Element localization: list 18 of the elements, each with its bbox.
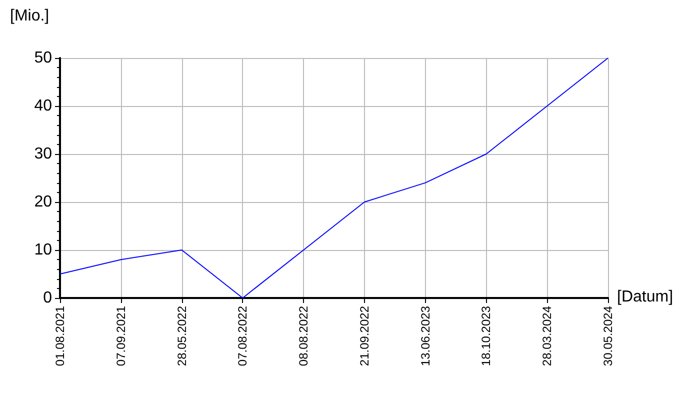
x-axis-title: [Datum] xyxy=(617,288,674,306)
y-tick-label: 50 xyxy=(34,50,52,66)
y-axis-title: [Mio.] xyxy=(10,8,50,24)
y-tick-label: 30 xyxy=(34,146,52,162)
y-tick-label: 0 xyxy=(43,290,52,306)
y-tick-label: 10 xyxy=(34,242,52,258)
x-tick-label: 18.10.2023 xyxy=(479,306,494,366)
x-tick-label: 07.09.2021 xyxy=(114,306,128,366)
x-tick-label: 30.05.2024 xyxy=(601,306,615,366)
x-tick-label: 28.05.2022 xyxy=(174,306,189,366)
x-tick-label: 08.08.2022 xyxy=(296,306,311,366)
y-tick-label: 20 xyxy=(34,194,52,210)
x-tick-label: 07.08.2022 xyxy=(236,306,250,366)
y-tick-label: 40 xyxy=(34,98,52,114)
x-tick-label: 13.06.2023 xyxy=(418,306,432,366)
x-tick-label: 28.03.2024 xyxy=(540,306,554,366)
x-tick-label: 01.08.2021 xyxy=(53,306,67,366)
x-tick-label: 21.09.2022 xyxy=(357,306,372,366)
